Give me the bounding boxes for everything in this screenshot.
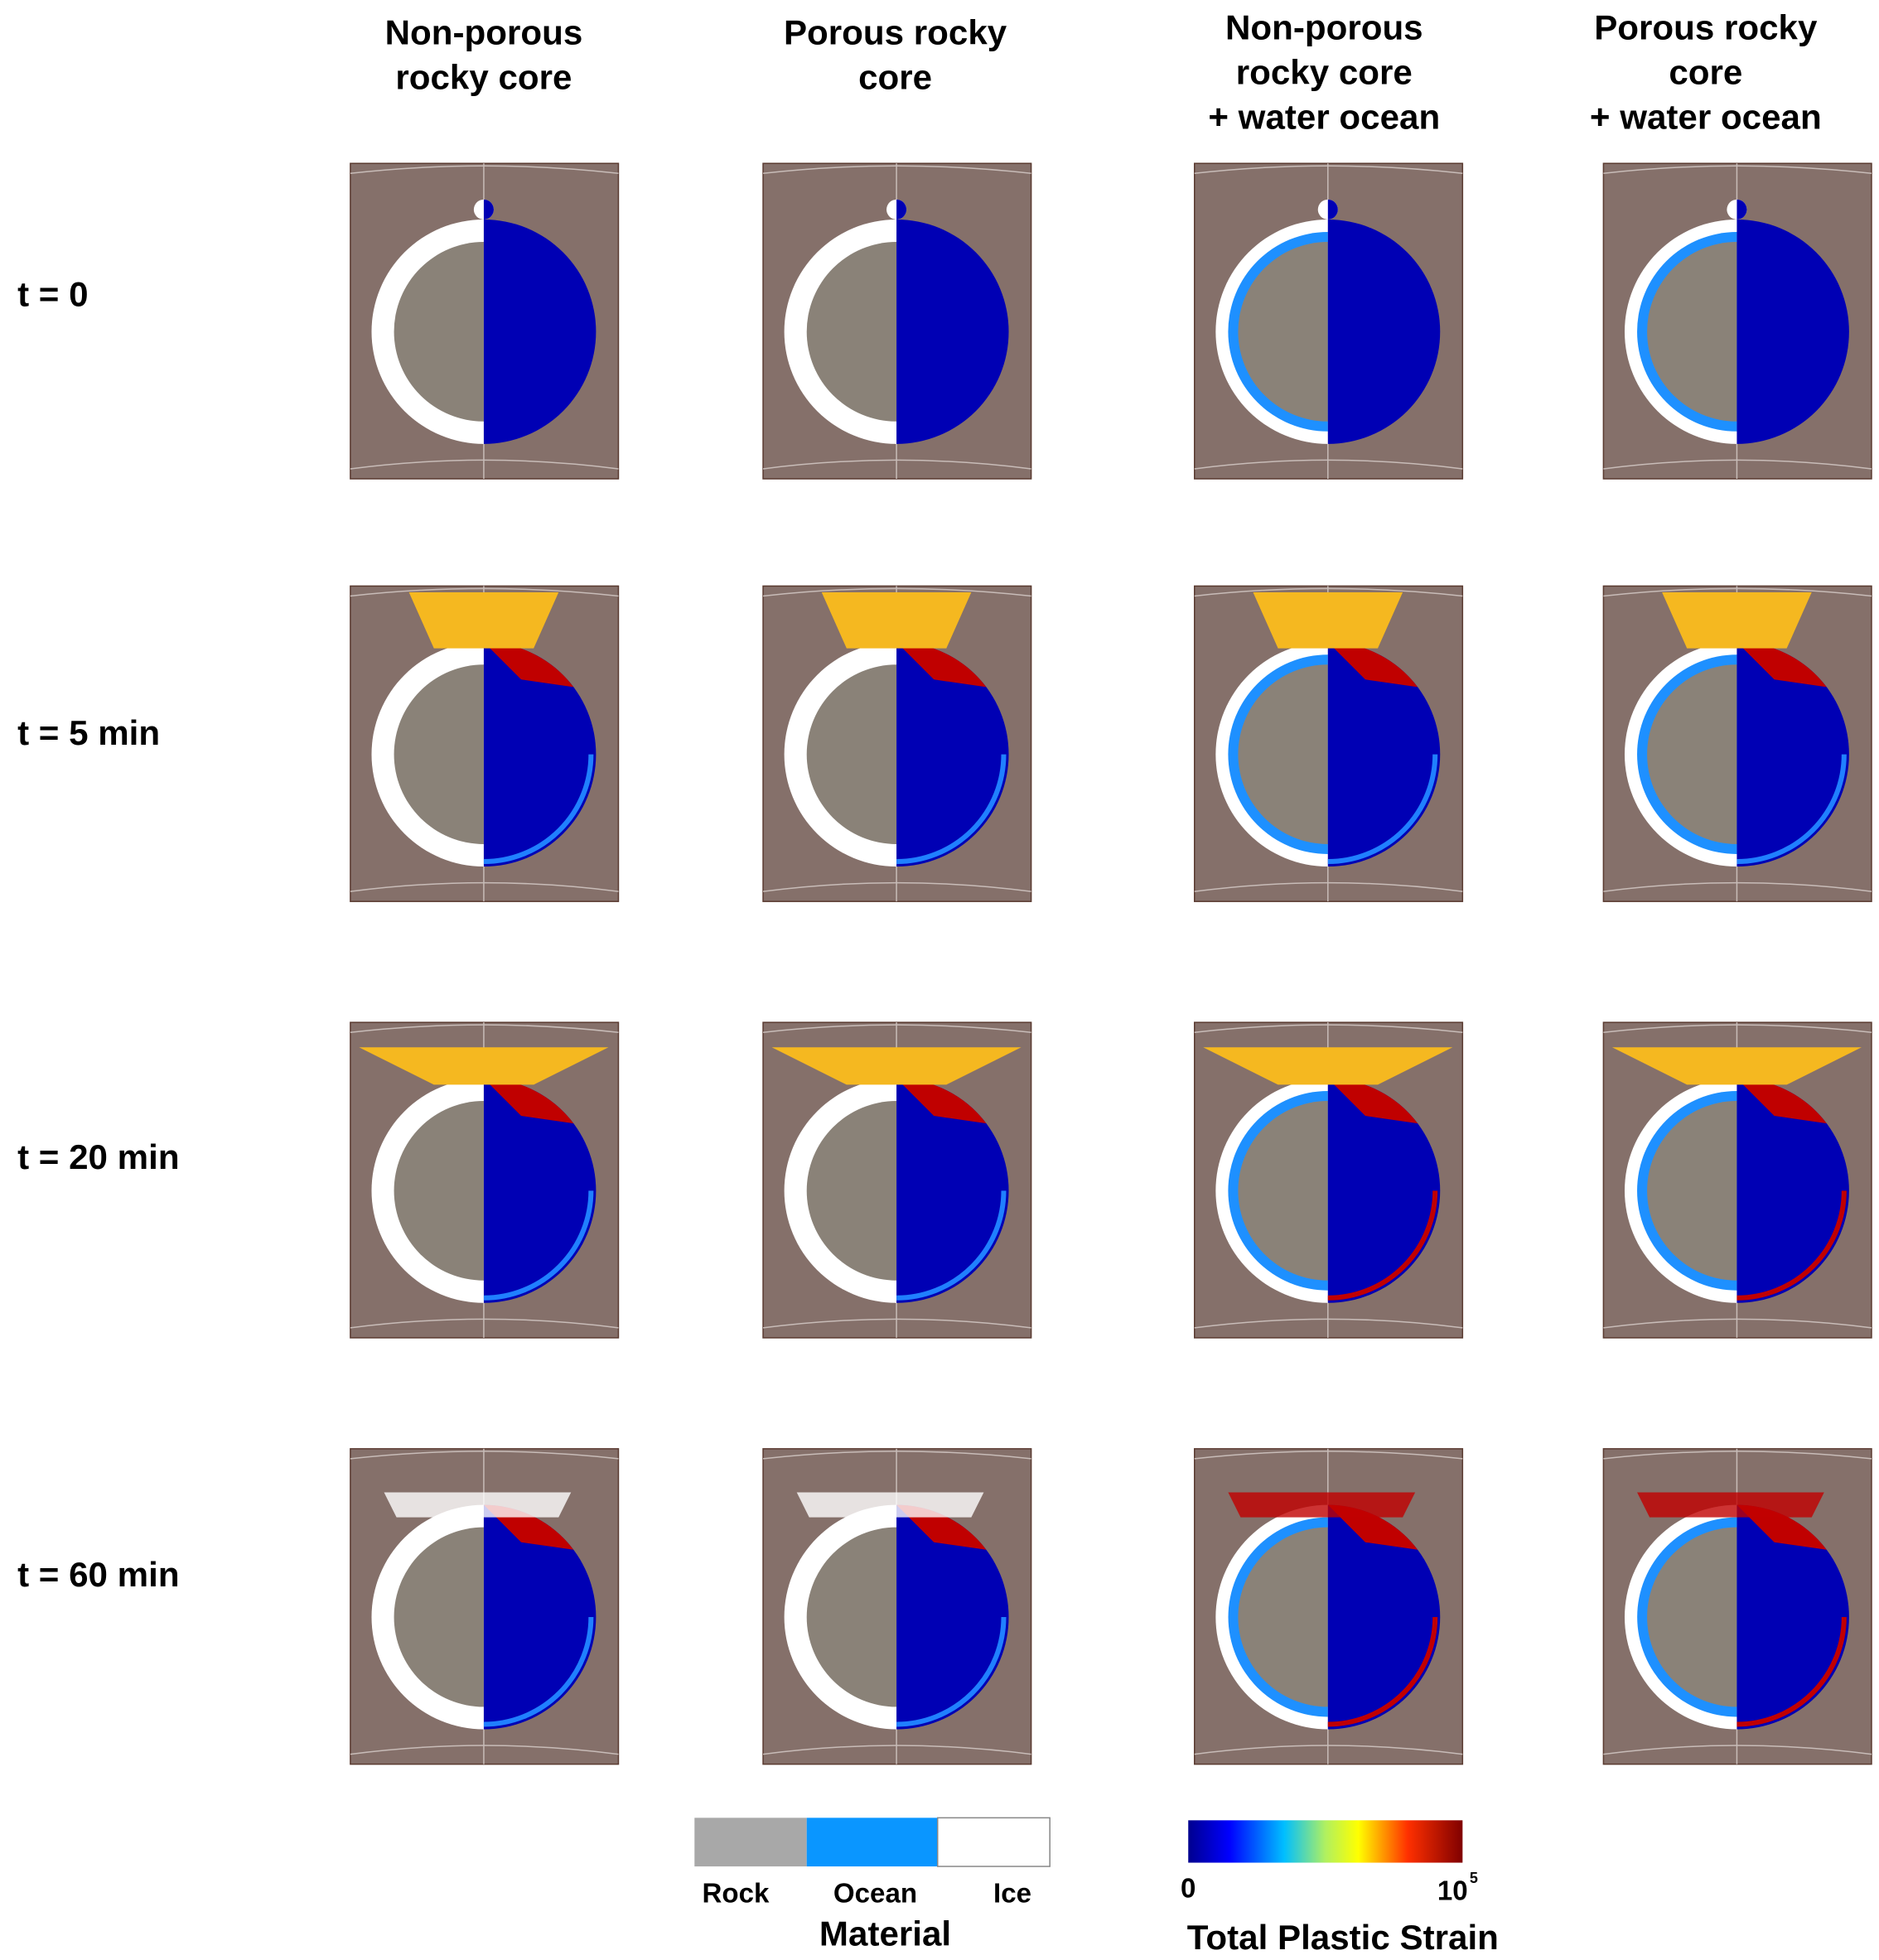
simulation-panel [1195,1449,1463,1764]
strain-max-exponent: 5 [1470,1870,1478,1886]
column-header: rocky core [395,58,572,97]
column-header: + water ocean [1208,98,1440,137]
simulation-panel [1603,163,1872,479]
simulation-panel [350,1022,619,1338]
row-label: t = 20 min [17,1137,180,1176]
column-header: Non-porous [385,12,583,51]
column-header: Porous rocky [1594,7,1818,46]
rock-swatch [694,1818,806,1866]
ejecta-fragments [797,1493,984,1518]
simulation-panel [1195,586,1463,901]
figure: Non-porous rocky core Porous rocky core Non-… [0,0,1879,1960]
simulation-panel [350,1449,619,1764]
simulation-panel [763,163,1031,479]
ice-swatch [938,1818,1050,1866]
simulation-panel [1603,586,1872,901]
simulation-panel [763,586,1031,901]
simulation-panel [763,1022,1031,1338]
column-header: Non-porous [1225,7,1423,46]
ejecta-plume [409,592,559,649]
simulation-panel [350,586,619,901]
ejecta-plume [822,592,972,649]
column-header: core [1669,53,1742,92]
simulation-panel [1195,163,1463,479]
simulation-panel [763,1449,1031,1764]
strain-colorbar [1188,1820,1462,1862]
strain-min-label: 0 [1181,1873,1196,1904]
ejecta-fragments [1228,1493,1415,1518]
ejecta-plume [1253,592,1403,649]
simulation-panel [350,163,619,479]
strain-title: Total Plastic Strain [1187,1918,1499,1957]
ejecta-plume [1662,592,1812,649]
row-label: t = 60 min [17,1555,180,1594]
column-header: + water ocean [1590,98,1822,137]
ejecta-fragments [1637,1493,1824,1518]
strain-max-label: 10 [1437,1876,1468,1906]
material-label: Ocean [833,1878,917,1909]
row-label: t = 5 min [17,713,160,752]
material-label: Rock [702,1878,770,1909]
row-label: t = 0 [17,274,88,313]
column-header: core [858,58,932,97]
column-header: rocky core [1236,53,1413,92]
ocean-swatch [807,1818,938,1866]
material-label: Ice [993,1878,1031,1909]
panels [350,163,1872,1764]
simulation-panel [1603,1022,1872,1338]
simulation-panel [1603,1449,1872,1764]
material-title: Material [819,1914,951,1953]
column-header: Porous rocky [784,12,1007,51]
ejecta-fragments [384,1493,572,1518]
simulation-panel [1195,1022,1463,1338]
